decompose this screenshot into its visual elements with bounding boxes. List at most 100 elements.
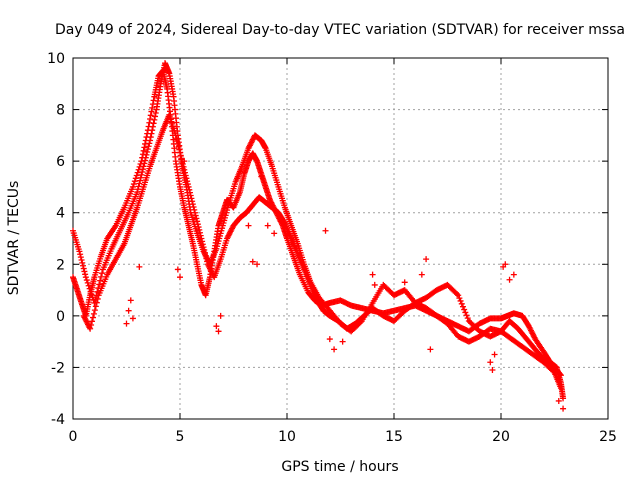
data-point <box>182 172 189 179</box>
data-point <box>176 146 183 153</box>
data-point <box>88 291 95 298</box>
data-point <box>97 277 104 284</box>
data-point <box>137 174 144 181</box>
data-point <box>177 152 184 159</box>
data-point <box>196 226 203 233</box>
y-tick-label: 6 <box>56 154 65 170</box>
data-point <box>339 338 346 345</box>
data-point <box>456 295 463 302</box>
x-tick-label: 10 <box>278 429 296 445</box>
data-point <box>143 151 150 158</box>
y-tick-label: 10 <box>47 51 65 67</box>
data-point <box>489 367 496 374</box>
data-point <box>183 175 190 182</box>
data-point <box>79 259 86 266</box>
data-point <box>84 279 91 286</box>
data-point <box>174 138 181 145</box>
data-point <box>557 372 564 379</box>
data-point <box>194 218 201 225</box>
data-point <box>200 244 207 251</box>
data-point <box>131 178 138 185</box>
data-point <box>91 307 98 314</box>
data-point <box>177 149 183 156</box>
data-point <box>199 241 206 248</box>
data-point <box>560 405 567 412</box>
data-point <box>87 288 94 295</box>
data-point <box>174 266 181 273</box>
data-point <box>172 132 179 139</box>
data-point <box>149 123 156 130</box>
data-point <box>199 238 206 245</box>
data-point <box>145 143 152 150</box>
series-track-c <box>80 111 564 392</box>
data-point <box>142 154 149 161</box>
data-point <box>217 312 224 319</box>
data-point <box>151 116 158 123</box>
data-point <box>462 309 469 316</box>
data-point <box>147 134 154 141</box>
data-point <box>201 249 208 256</box>
data-point <box>510 271 517 278</box>
data-point <box>130 181 137 188</box>
y-tick-label: -4 <box>51 412 65 428</box>
data-point <box>412 299 419 306</box>
data-point <box>148 108 155 115</box>
data-point <box>454 291 461 298</box>
data-point <box>201 246 208 253</box>
x-tick-label: 15 <box>385 429 403 445</box>
data-point <box>141 160 148 167</box>
data-point <box>144 146 151 153</box>
data-point <box>455 292 462 299</box>
data-point <box>86 285 93 292</box>
data-point <box>264 222 271 229</box>
data-point <box>506 276 513 283</box>
data-point <box>147 112 154 119</box>
data-point <box>99 270 106 277</box>
plot-frame <box>72 57 609 420</box>
tick-labels: 0 5 10 15 20 25 -4 -2 0 2 4 6 8 10 <box>47 51 617 445</box>
data-point <box>194 221 201 228</box>
data-point <box>90 310 97 317</box>
data-point <box>215 328 222 335</box>
data-point <box>177 274 183 281</box>
data-point <box>187 192 194 199</box>
data-point <box>85 282 92 289</box>
data-point <box>81 268 88 275</box>
data-point <box>76 248 83 255</box>
data-point <box>125 307 132 314</box>
data-point <box>149 104 156 111</box>
x-tick-label: 25 <box>599 429 617 445</box>
data-point <box>141 144 148 151</box>
data-point <box>203 255 210 262</box>
data-points <box>70 60 567 412</box>
data-point <box>150 120 157 127</box>
data-point <box>198 235 205 242</box>
data-point <box>193 215 200 222</box>
data-point <box>461 306 468 313</box>
data-point <box>87 325 94 332</box>
data-point <box>331 346 338 353</box>
data-point <box>191 209 198 216</box>
data-point <box>191 206 198 213</box>
data-point <box>178 155 185 162</box>
data-point <box>245 222 252 229</box>
data-point <box>487 359 494 366</box>
data-point <box>77 251 84 258</box>
data-point <box>123 320 130 327</box>
data-point <box>502 261 509 268</box>
data-point <box>192 212 199 219</box>
data-point <box>401 279 408 286</box>
data-point <box>152 110 159 117</box>
data-point <box>491 351 498 358</box>
data-point <box>129 183 136 190</box>
data-point <box>427 346 434 353</box>
x-tick-label: 20 <box>492 429 510 445</box>
data-point <box>186 186 193 193</box>
data-point <box>371 281 378 288</box>
data-point <box>197 232 204 239</box>
data-point <box>144 148 151 155</box>
data-point <box>82 274 89 281</box>
data-point <box>202 252 209 259</box>
data-point <box>152 113 159 120</box>
